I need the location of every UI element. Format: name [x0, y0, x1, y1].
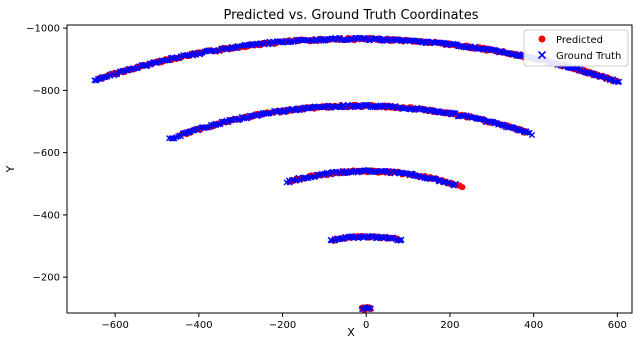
legend-label-ground-truth: Ground Truth	[556, 51, 621, 62]
y-tick-label: −1000	[26, 24, 60, 35]
y-tick-label: −600	[33, 148, 60, 159]
legend-frame	[523, 29, 629, 67]
ground-truth-point	[452, 41, 459, 48]
ground-truth-point	[524, 129, 531, 136]
y-tick-label: −800	[33, 86, 60, 97]
ground-truth-point	[355, 34, 362, 41]
ground-truth-point	[337, 104, 344, 111]
x-tick-label: −600	[101, 320, 128, 331]
x-tick-label: 400	[524, 320, 543, 331]
ground-truth-point	[377, 37, 384, 44]
ground-truth-point	[344, 36, 352, 43]
legend: Predicted Ground Truth	[523, 29, 629, 67]
ground-truth-point	[509, 51, 516, 58]
ground-truth-point	[373, 35, 380, 43]
x-axis: −600 −400 −200 0 200 400 600	[101, 313, 627, 331]
ground-truth-point	[411, 106, 418, 113]
legend-label-predicted: Predicted	[556, 35, 603, 46]
ground-truth-point	[499, 122, 506, 129]
legend-marker-ground-truth	[537, 50, 547, 60]
ground-truth-point	[169, 135, 176, 142]
ground-truth-point	[528, 131, 536, 139]
ground-truth-point	[450, 110, 457, 117]
plot-points	[91, 34, 623, 313]
ground-truth-point	[96, 75, 103, 82]
x-tick-label: 600	[608, 320, 627, 331]
y-tick-label: −200	[33, 273, 60, 284]
ground-truth-point	[248, 113, 255, 120]
ground-truth-point	[491, 46, 498, 53]
x-tick-label: −200	[269, 320, 296, 331]
predicted-point	[459, 184, 466, 191]
y-tick-label: −400	[33, 210, 60, 221]
ground-truth-point	[431, 175, 438, 183]
ground-truth-point	[587, 70, 594, 77]
ground-truth-point	[91, 77, 98, 84]
y-axis: −1000 −800 −600 −400 −200	[26, 24, 67, 284]
ground-truth-point	[491, 120, 498, 127]
x-tick-label: −400	[185, 320, 212, 331]
y-axis-label: Y	[4, 165, 17, 173]
ground-truth-point	[423, 38, 430, 45]
plot-frame	[66, 24, 633, 314]
ground-truth-point	[402, 170, 409, 177]
ground-truth-point	[231, 44, 238, 51]
ground-truth-point	[616, 78, 623, 85]
x-tick-label: 200	[440, 320, 459, 331]
ground-truth-point	[377, 234, 384, 241]
ground-truth-point	[398, 236, 405, 243]
ground-truth-point	[367, 305, 374, 312]
ground-truth-point	[316, 35, 324, 43]
ground-truth-point	[392, 168, 399, 176]
ground-truth-point	[343, 169, 350, 176]
ground-truth-point	[152, 59, 159, 66]
ground-truth-point	[174, 55, 181, 62]
chart-title: Predicted vs. Ground Truth Coordinates	[224, 8, 479, 23]
ground-truth-point	[370, 233, 377, 240]
ground-truth-point	[366, 305, 373, 312]
ground-truth-point	[207, 121, 214, 128]
x-tick-label: 0	[363, 320, 369, 331]
ground-truth-point	[279, 39, 286, 46]
legend-marker-predicted	[538, 35, 546, 43]
ground-truth-point	[452, 180, 459, 188]
ground-truth-point	[164, 57, 171, 64]
ground-truth-point	[355, 103, 362, 110]
x-axis-label: X	[347, 326, 355, 339]
ground-truth-point	[592, 72, 599, 79]
